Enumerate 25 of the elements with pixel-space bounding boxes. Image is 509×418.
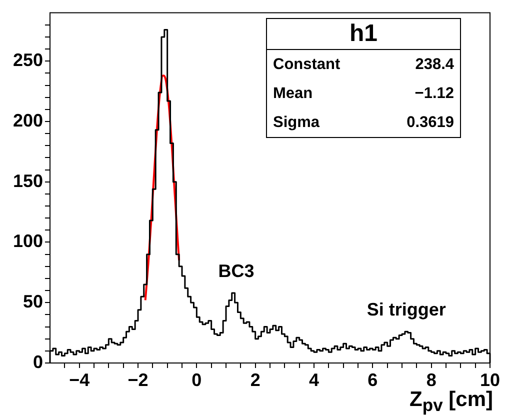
annotation: h1 bbox=[267, 19, 460, 50]
annotation: Mean bbox=[273, 85, 313, 103]
x-axis-title: Z$_{pv}$ [cm] bbox=[410, 388, 493, 416]
line-series bbox=[144, 74, 180, 302]
x-tick-label: 0 bbox=[192, 370, 202, 390]
annotation: Constant bbox=[273, 56, 340, 74]
x-tick-label: 4 bbox=[308, 370, 320, 390]
x-tick-label: 10 bbox=[480, 370, 500, 390]
x-tick-label: 2 bbox=[250, 370, 260, 390]
annotation: −1.12 bbox=[414, 85, 454, 103]
y-tick-label: 0 bbox=[32, 352, 43, 372]
y-tick-label: 150 bbox=[12, 170, 43, 191]
y-tick-label: 250 bbox=[12, 50, 43, 70]
annotation: Sigma bbox=[273, 114, 320, 132]
annotation: 0.3619 bbox=[406, 114, 454, 132]
x-tick-label: 8 bbox=[426, 370, 436, 390]
x-tick-label: −4 bbox=[69, 370, 90, 390]
x-tick-label: 6 bbox=[368, 370, 378, 390]
y-tick-label: 100 bbox=[12, 231, 43, 252]
annotation: 238.4 bbox=[415, 56, 454, 74]
y-tick-label: 50 bbox=[22, 292, 43, 312]
annotation: BC3 bbox=[218, 260, 254, 281]
y-tick-label: 200 bbox=[12, 110, 43, 130]
x-tick-label: −2 bbox=[128, 370, 148, 390]
annotation: Si trigger bbox=[366, 300, 446, 320]
